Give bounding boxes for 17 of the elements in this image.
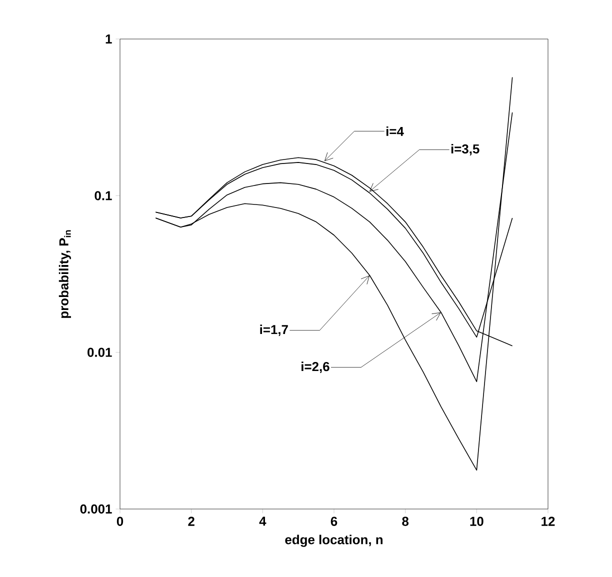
annotation: i=4 <box>386 126 404 136</box>
y-tick-label: 0.01 <box>88 348 112 357</box>
x-tick-label: 10 <box>470 516 484 526</box>
annotation: i=2,6 <box>302 362 330 374</box>
y-tick-label: 1 <box>106 34 112 44</box>
y-tick-label: 0.001 <box>80 504 112 514</box>
x-tick-label: 4 <box>259 516 266 526</box>
annotation: i=1,7 <box>260 324 288 336</box>
y-axis-title: probability, P$_{in}$ <box>58 230 71 318</box>
x-tick-label: 8 <box>402 516 409 526</box>
y-tick-label: 0.1 <box>94 191 112 200</box>
x-tick-label: 12 <box>542 516 555 526</box>
x-tick-label: 0 <box>116 516 124 526</box>
x-tick-label: 2 <box>188 516 194 526</box>
x-axis-title: edge location, n <box>285 534 382 547</box>
x-tick-label: 6 <box>330 516 338 526</box>
annotation: i=3,5 <box>451 144 480 156</box>
